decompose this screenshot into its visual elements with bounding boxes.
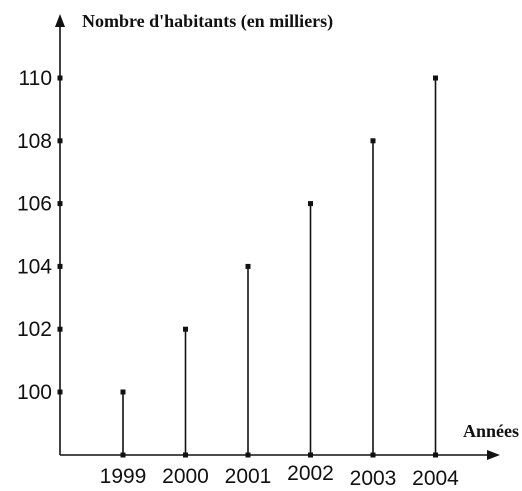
point-2002 [308, 201, 313, 207]
point-1999 [120, 389, 126, 395]
y-tick-label-106: 106 [17, 193, 52, 216]
point-2004 [433, 75, 438, 81]
y-tick-label-104: 104 [17, 255, 52, 278]
y-tick-label-100: 100 [17, 381, 52, 404]
y-tick-label-108: 108 [17, 130, 52, 153]
point-2001 [245, 263, 251, 269]
y-axis-arrow [55, 14, 65, 27]
x-tick-label-2004: 2004 [412, 467, 459, 490]
x-tick-label-2002: 2002 [287, 462, 334, 485]
x-axis-title: Années [463, 421, 519, 441]
stems-group [120, 75, 438, 458]
x-axis-arrow [487, 450, 500, 460]
y-tick-label-110: 110 [19, 67, 52, 90]
y-axis-title: Nombre d'habitants (en milliers) [82, 11, 333, 32]
point-2003 [370, 138, 376, 144]
x-tick-label-2003: 2003 [350, 467, 397, 490]
x-labels-group: 1999 2000 2001 2002 2003 2004 [100, 462, 460, 490]
x-tick-label-2001: 2001 [225, 465, 272, 488]
y-tick-label-102: 102 [17, 318, 52, 341]
y-ticks-group: 100 102 104 106 108 110 [17, 67, 63, 404]
point-2000 [183, 326, 188, 332]
x-tick-label-1999: 1999 [100, 465, 147, 488]
x-tick-label-2000: 2000 [162, 465, 209, 488]
